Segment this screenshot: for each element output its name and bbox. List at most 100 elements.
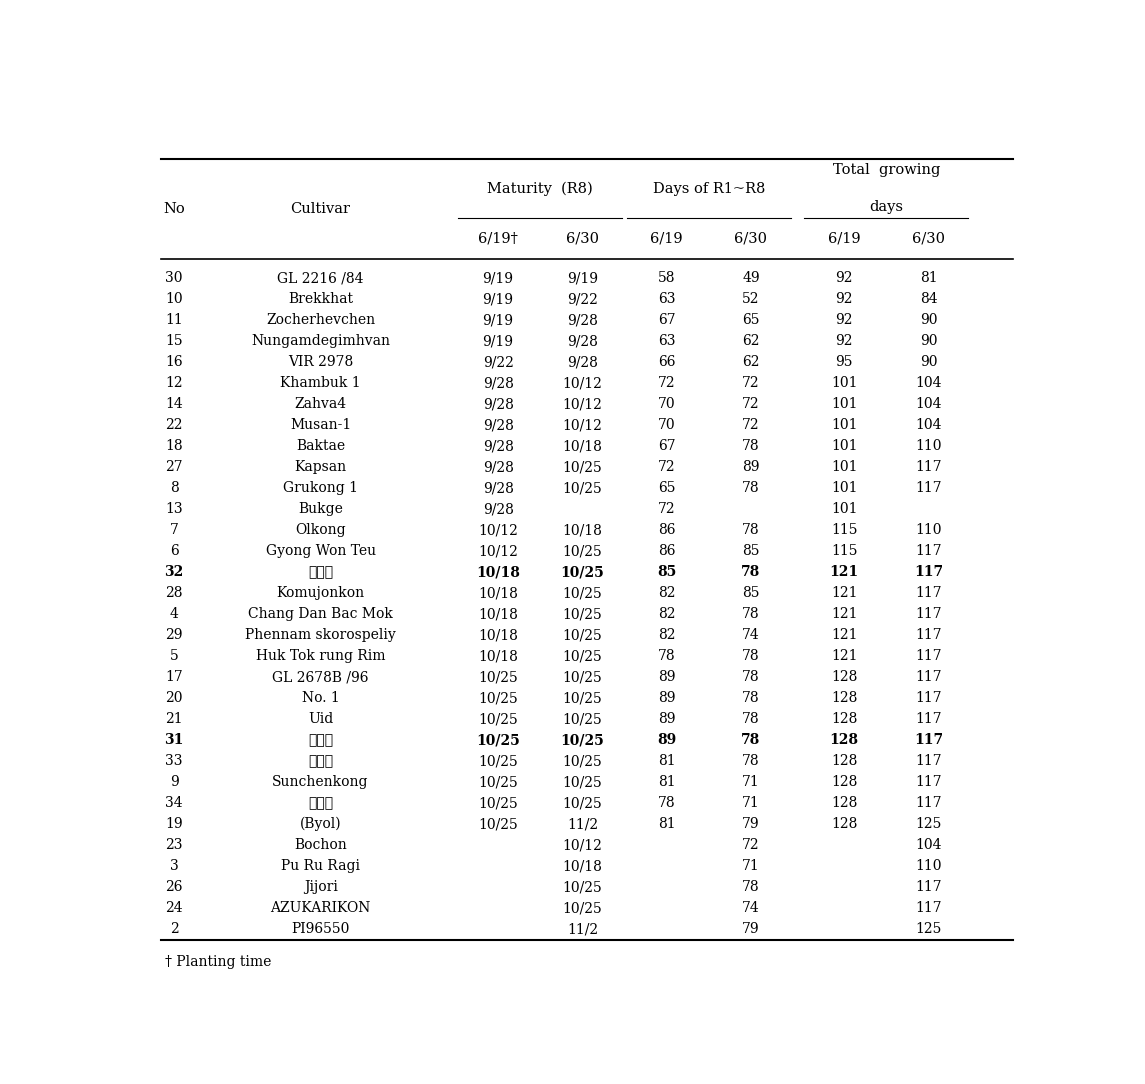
Text: 5: 5 [169, 649, 179, 663]
Text: Total  growing: Total growing [832, 164, 940, 177]
Text: 121: 121 [831, 586, 858, 601]
Text: 89: 89 [657, 733, 677, 747]
Text: 9/28: 9/28 [483, 481, 513, 495]
Text: 10/25: 10/25 [562, 754, 602, 769]
Text: 8: 8 [169, 481, 179, 495]
Text: 92: 92 [836, 293, 853, 307]
Text: 9/28: 9/28 [483, 418, 513, 433]
Text: AZUKARIKON: AZUKARIKON [270, 901, 371, 915]
Text: 10/25: 10/25 [562, 544, 602, 558]
Text: 81: 81 [658, 775, 676, 789]
Text: 78: 78 [742, 439, 760, 453]
Text: 70: 70 [658, 418, 676, 433]
Text: 104: 104 [915, 397, 941, 411]
Text: 128: 128 [831, 692, 858, 706]
Text: 115: 115 [831, 524, 858, 538]
Text: 10/18: 10/18 [562, 860, 602, 874]
Text: 만풍콩: 만풍콩 [308, 754, 333, 769]
Text: Zahva4: Zahva4 [294, 397, 347, 411]
Text: 110: 110 [915, 524, 941, 538]
Text: 12: 12 [165, 376, 183, 390]
Text: 10/25: 10/25 [562, 797, 602, 810]
Text: 10/25: 10/25 [562, 901, 602, 915]
Text: 65: 65 [742, 313, 760, 327]
Text: 117: 117 [915, 586, 942, 601]
Text: 10/25: 10/25 [479, 797, 518, 810]
Text: 117: 117 [915, 461, 942, 475]
Text: 79: 79 [742, 922, 760, 937]
Text: 71: 71 [742, 797, 760, 810]
Text: 67: 67 [658, 313, 676, 327]
Text: 10/18: 10/18 [562, 439, 602, 453]
Text: Cultivar: Cultivar [291, 203, 350, 217]
Text: 74: 74 [742, 901, 760, 915]
Text: 117: 117 [915, 901, 942, 915]
Text: 117: 117 [915, 797, 942, 810]
Text: 71: 71 [742, 860, 760, 874]
Text: 85: 85 [657, 565, 677, 579]
Text: 78: 78 [742, 880, 760, 894]
Text: 18: 18 [165, 439, 183, 453]
Text: 6/30: 6/30 [911, 232, 945, 246]
Text: 117: 117 [915, 670, 942, 684]
Text: 78: 78 [742, 712, 760, 726]
Text: 72: 72 [742, 838, 760, 852]
Text: 117: 117 [915, 607, 942, 621]
Text: Bukge: Bukge [298, 502, 343, 516]
Text: Grukong 1: Grukong 1 [283, 481, 358, 495]
Text: 9/28: 9/28 [483, 502, 513, 516]
Text: 9/28: 9/28 [483, 376, 513, 390]
Text: 6: 6 [169, 544, 179, 558]
Text: Jijori: Jijori [303, 880, 338, 894]
Text: 28: 28 [165, 586, 183, 601]
Text: 24: 24 [165, 901, 183, 915]
Text: 110: 110 [915, 860, 941, 874]
Text: 3: 3 [169, 860, 179, 874]
Text: 10/25: 10/25 [562, 880, 602, 894]
Text: 10: 10 [165, 293, 183, 307]
Text: 128: 128 [831, 670, 858, 684]
Text: 78: 78 [742, 524, 760, 538]
Text: 82: 82 [658, 607, 676, 621]
Text: 32: 32 [165, 565, 184, 579]
Text: 104: 104 [915, 838, 941, 852]
Text: 6/30: 6/30 [734, 232, 767, 246]
Text: 17: 17 [165, 670, 183, 684]
Text: 81: 81 [658, 754, 676, 769]
Text: 16: 16 [165, 356, 183, 370]
Text: 10/18: 10/18 [479, 607, 518, 621]
Text: Uid: Uid [308, 712, 333, 726]
Text: 10/25: 10/25 [562, 692, 602, 706]
Text: 115: 115 [831, 544, 858, 558]
Text: 92: 92 [836, 271, 853, 285]
Text: 125: 125 [915, 922, 941, 937]
Text: 89: 89 [658, 692, 676, 706]
Text: 10/25: 10/25 [479, 692, 518, 706]
Text: 62: 62 [742, 356, 760, 370]
Text: 101: 101 [831, 376, 858, 390]
Text: 6/30: 6/30 [566, 232, 599, 246]
Text: No: No [164, 203, 185, 217]
Text: 110: 110 [915, 439, 941, 453]
Text: 대원콩: 대원콩 [308, 733, 333, 747]
Text: No. 1: No. 1 [302, 692, 339, 706]
Text: 49: 49 [742, 271, 760, 285]
Text: 90: 90 [919, 334, 938, 348]
Text: 84: 84 [919, 293, 938, 307]
Text: 101: 101 [831, 502, 858, 516]
Text: Chang Dan Bac Mok: Chang Dan Bac Mok [248, 607, 393, 621]
Text: 74: 74 [742, 629, 760, 642]
Text: 15: 15 [165, 334, 183, 348]
Text: 9/22: 9/22 [567, 293, 598, 307]
Text: 10/12: 10/12 [479, 524, 518, 538]
Text: 6/19: 6/19 [828, 232, 860, 246]
Text: 9/28: 9/28 [567, 313, 598, 327]
Text: 117: 117 [915, 649, 942, 663]
Text: 4: 4 [169, 607, 179, 621]
Text: 78: 78 [742, 692, 760, 706]
Text: 10/25: 10/25 [562, 712, 602, 726]
Text: 66: 66 [658, 356, 676, 370]
Text: 9: 9 [169, 775, 179, 789]
Text: 104: 104 [915, 418, 941, 433]
Text: days: days [869, 199, 903, 214]
